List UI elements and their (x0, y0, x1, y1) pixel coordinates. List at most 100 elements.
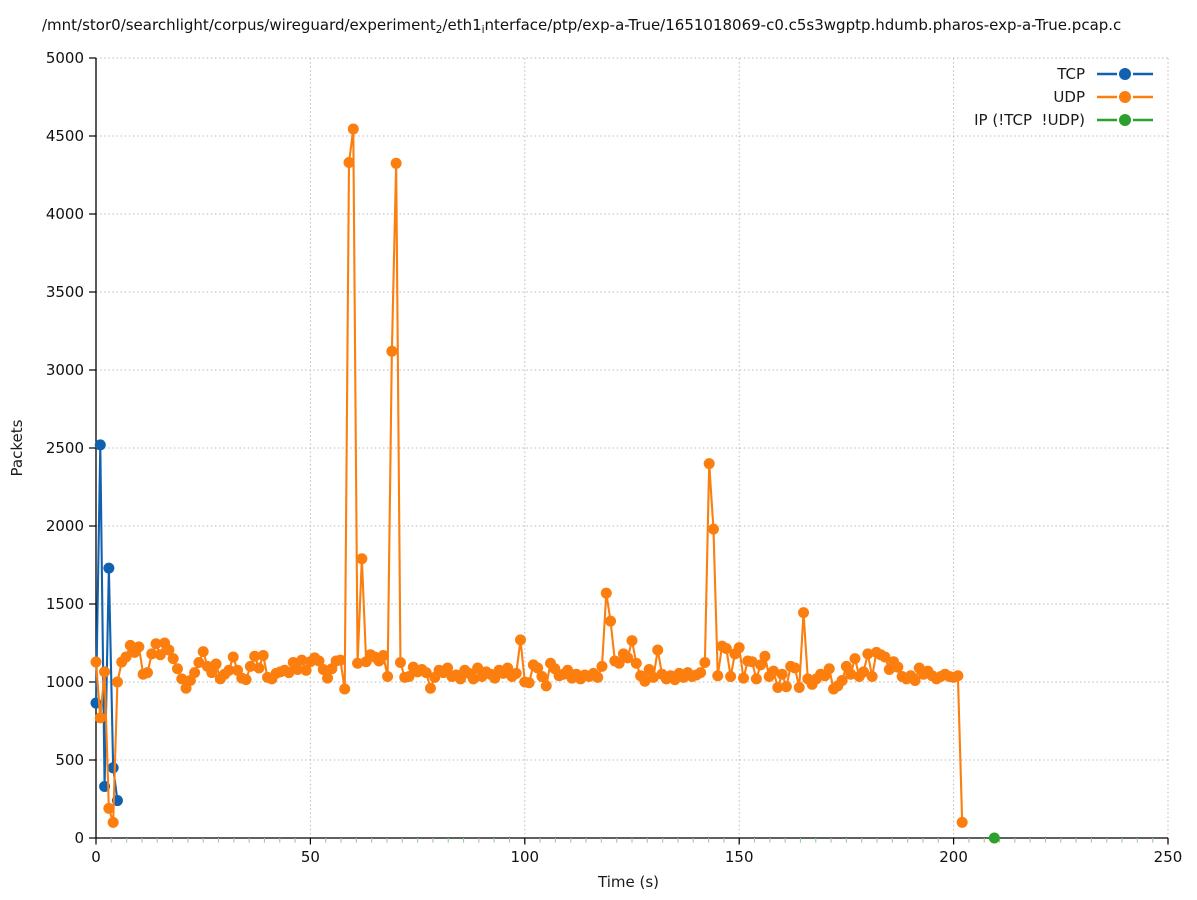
udp-point (510, 667, 522, 679)
y-tick-label: 0 (74, 829, 84, 847)
udp-point (240, 674, 252, 686)
series-udp (90, 123, 968, 828)
udp-point (759, 650, 771, 662)
series-ip-other (988, 832, 1000, 844)
udp-point (467, 673, 479, 685)
udp-point (454, 673, 466, 685)
x-axis-label: Time (s) (598, 873, 659, 891)
x-tick-label: 0 (91, 848, 101, 866)
udp-point (424, 682, 436, 694)
udp-point (257, 649, 269, 661)
udp-point (703, 458, 715, 470)
y-tick-label: 500 (55, 751, 84, 769)
udp-point (352, 657, 364, 669)
udp-point (150, 638, 162, 650)
udp-point (789, 662, 801, 674)
udp-point (639, 675, 651, 687)
udp-point (382, 671, 394, 683)
udp-point (210, 658, 222, 670)
tcp-point (103, 562, 115, 574)
udp-point (630, 657, 642, 669)
udp-point (540, 680, 552, 692)
udp-point (120, 651, 132, 663)
udp-point (193, 657, 205, 668)
udp-point (725, 671, 737, 683)
legend-item-tcp: TCP (925, 63, 1155, 85)
udp-point (879, 651, 891, 663)
udp-point (858, 666, 870, 678)
gridlines (96, 57, 1169, 838)
udp-point (296, 654, 308, 666)
udp-point (592, 671, 604, 683)
udp-point (849, 653, 861, 665)
udp-point (622, 652, 634, 664)
udp-point (836, 674, 848, 686)
y-tick-label: 1000 (46, 673, 84, 691)
udp-point (163, 644, 175, 656)
udp-point (737, 672, 749, 684)
udp-point (768, 665, 780, 677)
udp-point (600, 587, 612, 599)
y-tick-label: 4000 (46, 205, 84, 223)
udp-point (283, 667, 295, 679)
udp-point (793, 681, 805, 693)
legend-marker-udp (1097, 91, 1153, 103)
title-subscript: 2 (435, 23, 443, 36)
y-tick-label: 2500 (46, 439, 84, 457)
chart-title: /mnt/stor0/searchlight/corpus/wireguard/… (42, 16, 1122, 36)
udp-point (695, 667, 707, 679)
legend-label: UDP (1053, 88, 1085, 106)
x-tick-label: 100 (510, 848, 539, 866)
udp-point (626, 635, 638, 647)
x-tick-label: 150 (725, 848, 754, 866)
udp-point (523, 677, 535, 689)
udp-point (103, 802, 115, 814)
udp-point (334, 654, 346, 666)
udp-point (750, 673, 762, 685)
udp-point (420, 667, 432, 679)
udp-point (206, 667, 218, 679)
udp-point (532, 662, 544, 674)
y-tick-label: 1500 (46, 595, 84, 613)
udp-point (892, 661, 904, 673)
y-tick-label: 5000 (46, 49, 84, 67)
title-subscript: i (481, 23, 485, 36)
udp-point (386, 345, 398, 357)
ip-other-point (988, 832, 1000, 844)
udp-point (952, 670, 964, 682)
udp-point (300, 664, 312, 676)
udp-point (755, 659, 767, 671)
udp-point (347, 123, 359, 135)
y-tick-label: 4500 (46, 127, 84, 145)
udp-point (652, 644, 664, 656)
udp-point (322, 672, 334, 684)
udp-point (776, 668, 788, 680)
udp-point (515, 634, 527, 646)
udp-point (780, 681, 792, 693)
x-tick-label: 250 (1154, 848, 1183, 866)
udp-point (94, 712, 106, 724)
udp-point (253, 662, 265, 674)
title-text: nterface/ptp/exp-a-True/1651018069-c0.c5… (484, 16, 1122, 34)
y-tick-label: 2000 (46, 517, 84, 535)
udp-point (909, 674, 921, 686)
x-axis: 0 50 100 150 200 250 (91, 837, 1183, 866)
udp-point (956, 816, 968, 828)
title-text: /eth1 (442, 16, 482, 34)
udp-point (720, 642, 732, 654)
udp-point (244, 660, 256, 672)
udp-point (772, 681, 784, 693)
x-tick-label: 50 (301, 848, 320, 866)
udp-point (605, 615, 617, 627)
y-axis: 0 500 1000 1500 2000 2500 3000 3500 4000 4500 5000 (46, 49, 97, 847)
udp-point (197, 646, 209, 658)
udp-point (613, 657, 625, 669)
udp-point (313, 655, 325, 667)
udp-point (442, 662, 454, 674)
legend-label: IP (!TCP !UDP) (974, 111, 1085, 129)
udp-point (596, 660, 608, 672)
udp-point (146, 648, 158, 660)
legend-item-ip-other: IP (!TCP !UDP) (925, 109, 1155, 131)
